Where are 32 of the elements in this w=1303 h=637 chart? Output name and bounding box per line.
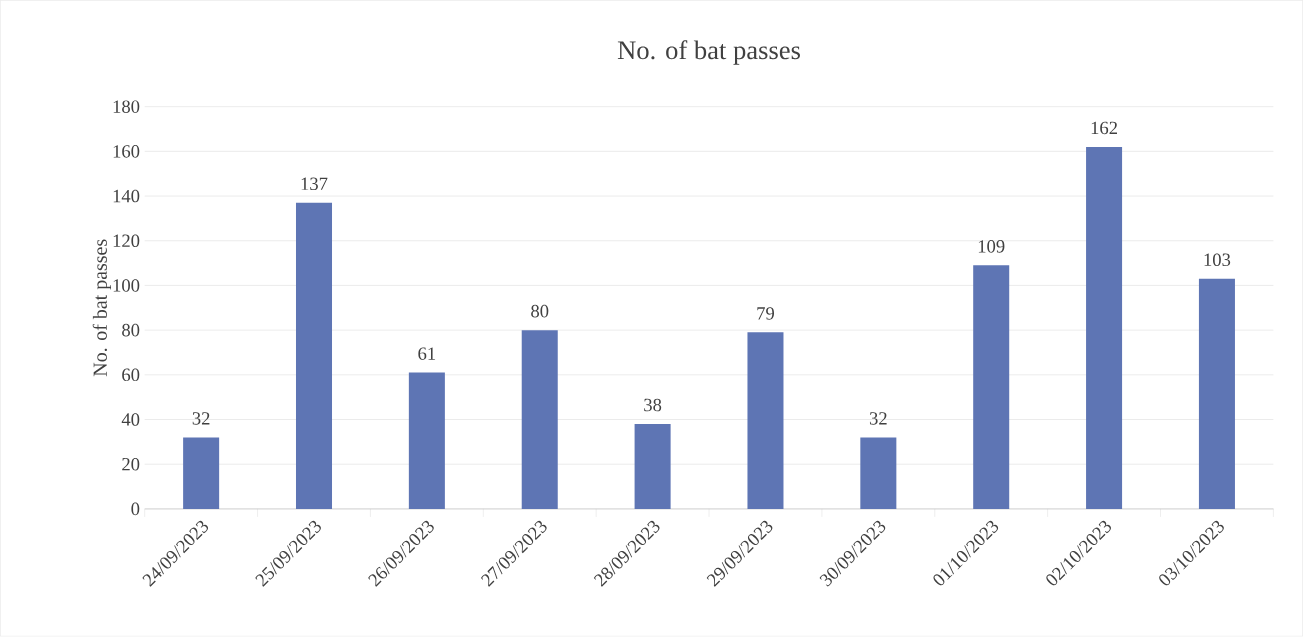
y-axis-title: No. of bat passes: [92, 239, 111, 377]
bar: [1086, 147, 1123, 510]
data-label: 162: [1091, 121, 1117, 135]
bar: [973, 265, 1010, 510]
y-tick-label: 20: [122, 458, 140, 471]
bar: [295, 202, 333, 510]
y-tick-label: 180: [113, 100, 140, 114]
data-label: 38: [644, 398, 662, 412]
data-label: 80: [531, 305, 549, 318]
bar: [1198, 278, 1235, 510]
y-tick-label: 120: [113, 234, 140, 248]
y-tick-label: 80: [122, 324, 140, 337]
data-label: 79: [757, 307, 775, 320]
chart-title: No. of bat passes: [617, 40, 800, 65]
bar: [860, 437, 897, 510]
y-tick-label: 40: [121, 413, 140, 426]
bar: [408, 372, 445, 510]
y-tick-label: 160: [113, 145, 140, 158]
y-tick-label: 100: [113, 279, 140, 292]
data-label: 109: [978, 240, 1005, 253]
y-tick-label: 140: [113, 189, 140, 203]
data-label: 61: [418, 347, 436, 361]
y-tick-label: 0: [131, 502, 140, 516]
bar: [521, 330, 558, 510]
bar: [747, 332, 784, 510]
bar: [183, 437, 220, 510]
data-label: 103: [1204, 253, 1231, 267]
data-label: 32: [869, 412, 887, 425]
bar: [634, 424, 671, 510]
data-label: 137: [301, 177, 328, 191]
y-tick-label: 60: [122, 368, 140, 382]
data-label: 32: [192, 412, 210, 425]
